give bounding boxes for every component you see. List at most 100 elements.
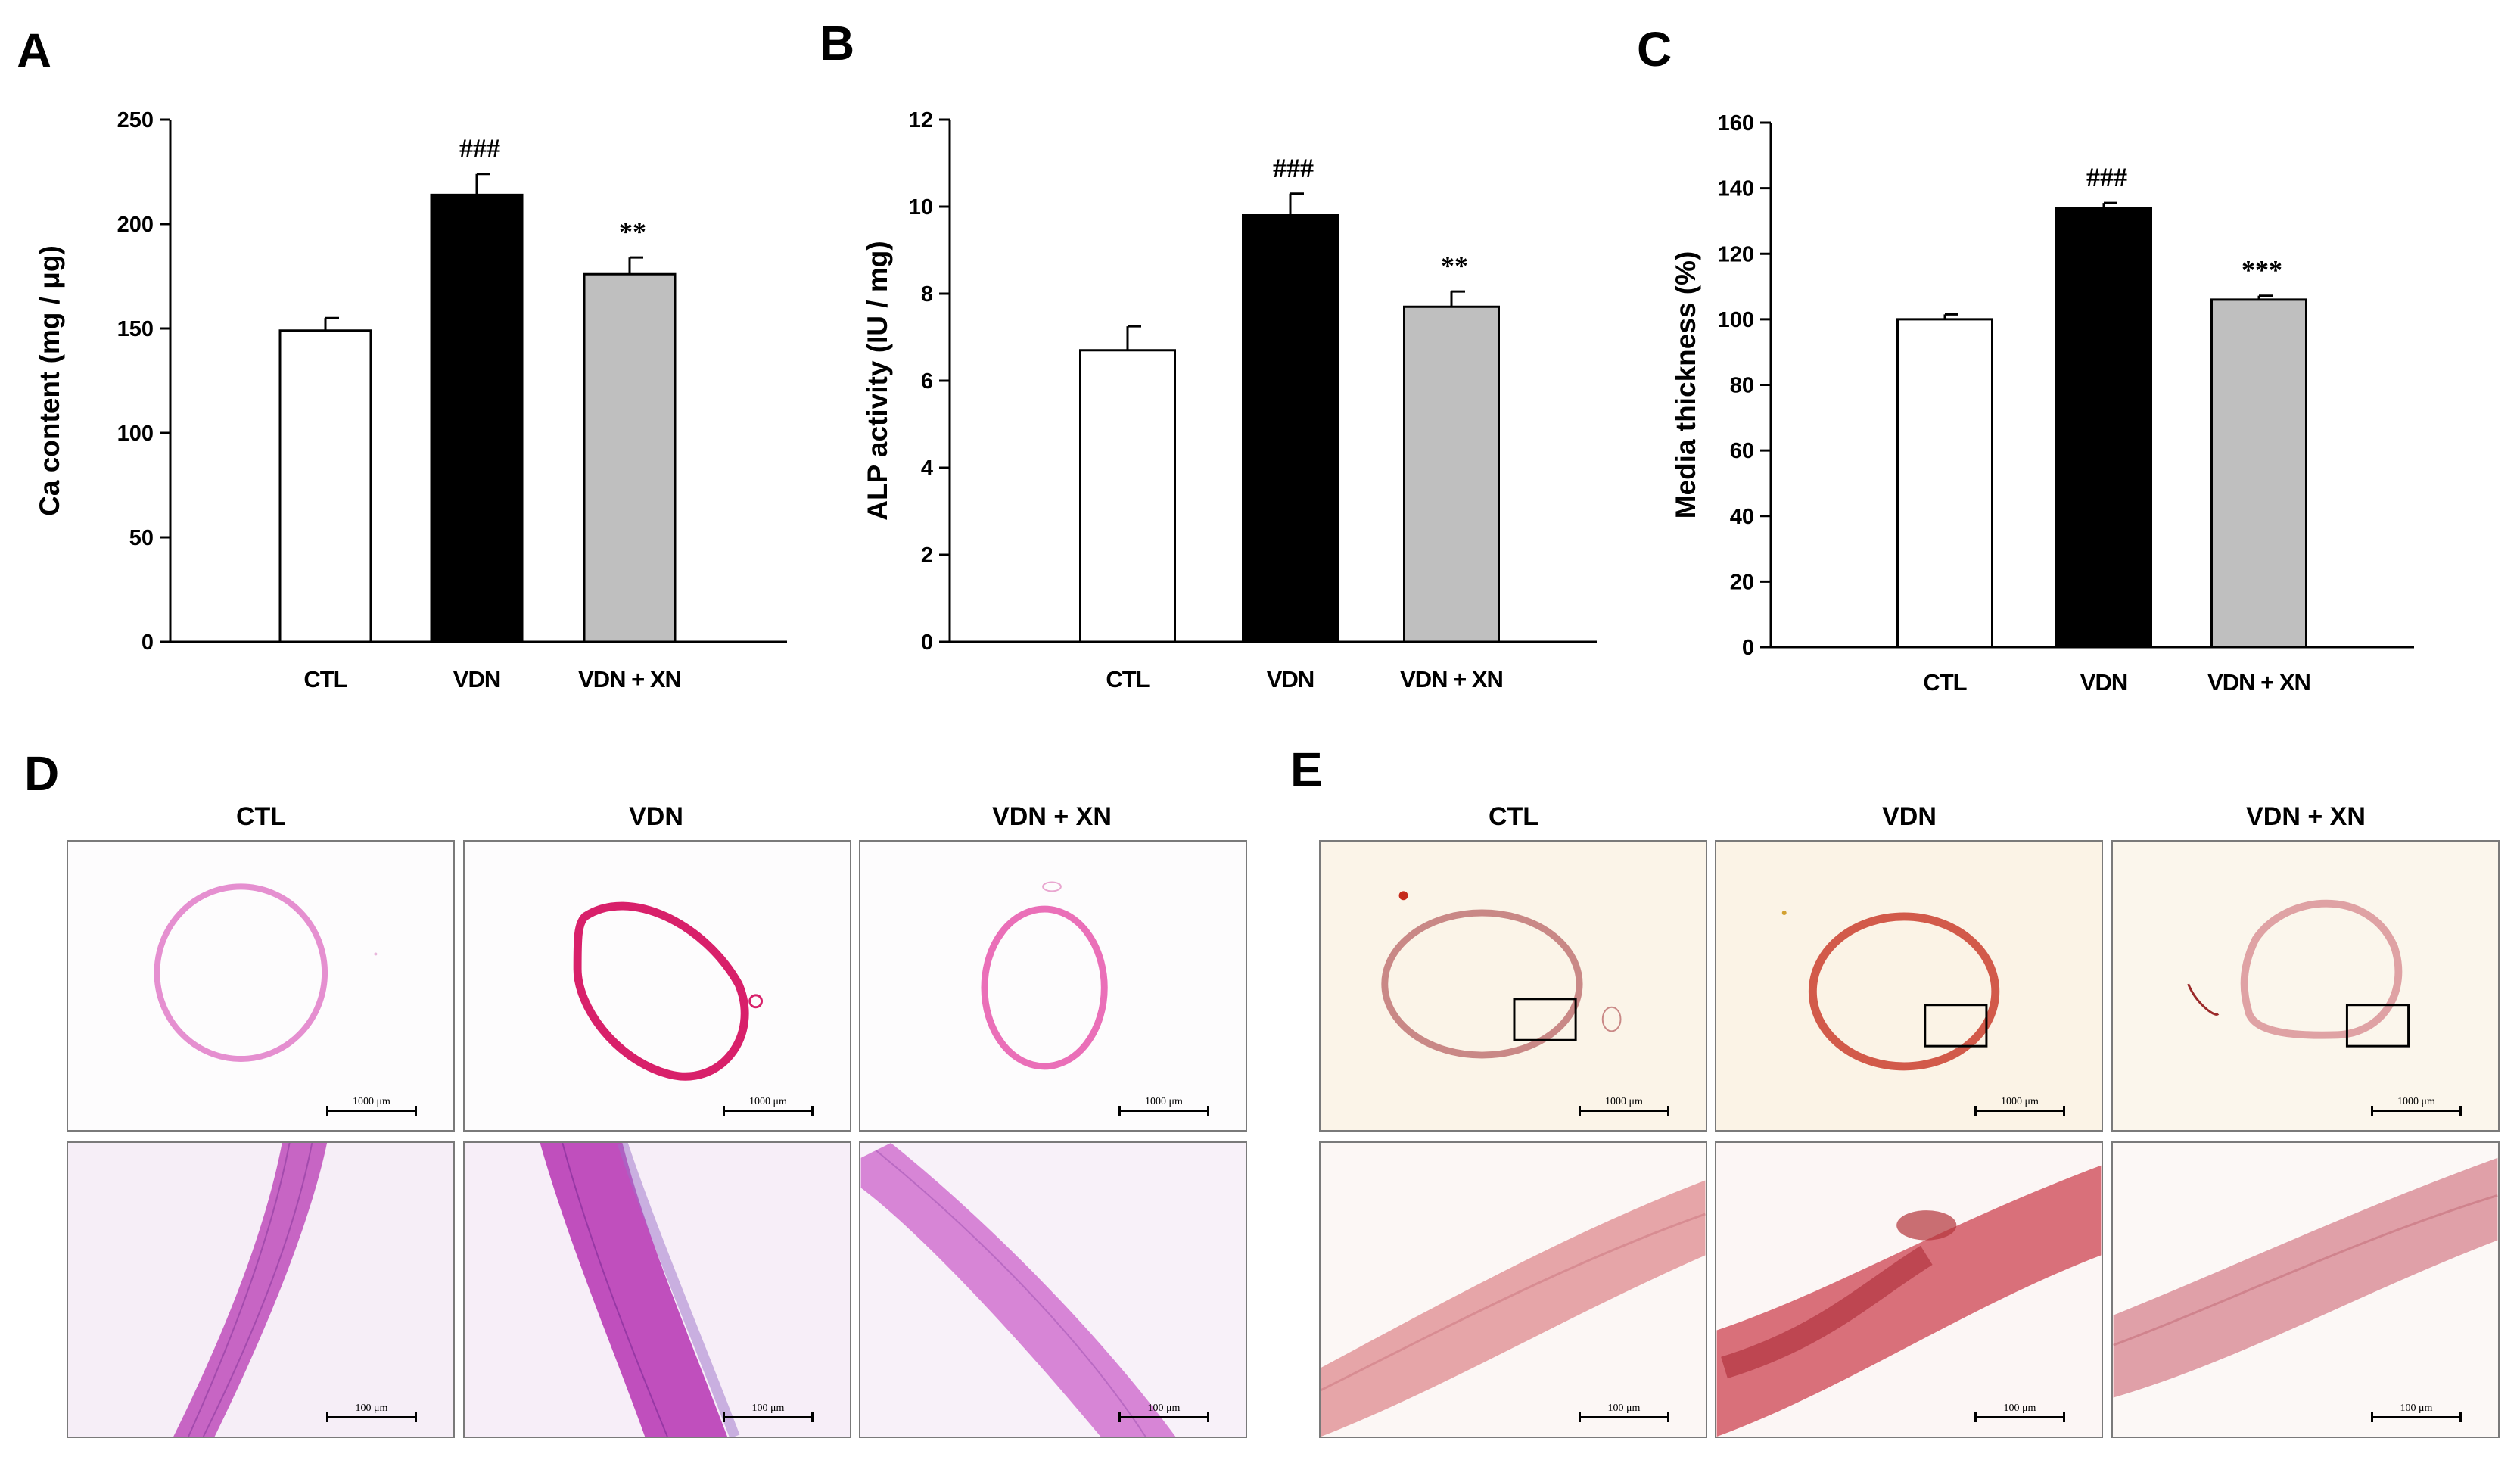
scale-bar: 100 μm [1974,1403,2065,1422]
chart-b-ytick-label-6: 12 [909,108,933,132]
scale-bar: 1000 μm [723,1096,814,1116]
chart-c-ytick-label-5: 100 [1718,308,1754,332]
chart-a-ytick-label-1: 50 [129,526,154,550]
zoom-box [2345,1004,2410,1048]
vessel-wall [173,1143,328,1437]
scale-bar: 100 μm [326,1403,417,1422]
e-vdnxn-high-micrograph: 100 μm [2111,1141,2500,1438]
chart-a-category-0: CTL [303,666,347,693]
chart-c-bar-1 [2055,207,2152,649]
vessel-wall [2113,1157,2498,1398]
chart-b-bar-2 [1403,305,1500,643]
chart-a-ylabel: Ca content (mg / μg) [34,245,65,516]
scale-bar: 1000 μm [2371,1096,2462,1116]
scale-bar: 1000 μm [1579,1096,1669,1116]
chart-c-significance-1: ### [2086,162,2127,192]
chart-b-ytick-label-1: 2 [921,543,933,568]
chart-a-ytick-label-0: 0 [142,630,154,655]
e-col-vdn-xn: VDN + XN [2246,802,2366,831]
vessel-wall [1321,1180,1706,1437]
chart-c-ytick-label-3: 60 [1730,439,1754,463]
chart-c-category-2: VDN + XN [2207,669,2310,696]
panel-label-d: D [24,746,60,801]
chart-b-category-0: CTL [1106,666,1149,693]
chart-c-ytick-label-4: 80 [1730,374,1754,398]
chart-c-ytick-label-7: 140 [1718,177,1754,201]
e-vdn-high-micrograph: 100 μm [1715,1141,2103,1438]
vessel-ring [154,883,378,1062]
vessel-wall [540,1143,740,1437]
chart-a-ytick-label-4: 200 [117,213,154,237]
chart-a-category-2: VDN + XN [578,666,681,693]
chart-b-category-1: VDN [1267,666,1314,693]
panel-label-e: E [1290,743,1323,797]
chart-b-ytick-label-5: 10 [909,195,933,219]
e-vdn-low-micrograph: 1000 μm [1715,840,2103,1132]
panel-label-a: A [17,23,52,78]
chart-a-significance-2: ** [619,216,646,247]
vessel-ring [1781,911,2000,1071]
vessel-ring [2187,899,2410,1048]
chart-c-ytick-label-6: 120 [1718,242,1754,266]
chart-a-bar-0 [278,329,372,643]
scale-bar: 1000 μm [1974,1096,2065,1116]
chart-a-ytick-label-2: 100 [117,422,154,446]
chart-b-bar-0 [1079,349,1176,643]
scale-bar: 100 μm [1579,1403,1669,1422]
chart-b-ytick-label-3: 6 [921,369,933,394]
chart-b-ytick-label-2: 4 [921,456,933,481]
d-vdn-high-micrograph: 100 μm [463,1141,851,1438]
chart-c-bar-2 [2210,298,2307,649]
vessel-ring [981,881,1108,1070]
d-col-ctl: CTL [235,802,287,831]
chart-b-ylabel: ALP activity (IU / mg) [862,241,893,520]
e-vdnxn-low-micrograph: 1000 μm [2111,840,2500,1132]
chart-b-category-2: VDN + XN [1400,666,1503,693]
e-col-ctl: CTL [1488,802,1539,831]
chart-a-significance-1: ### [459,133,500,163]
d-ctl-low-micrograph: 1000 μm [67,840,455,1132]
d-vdnxn-high-micrograph: 100 μm [859,1141,1247,1438]
panel-label-c: C [1637,22,1672,76]
e-col-vdn: VDN [1882,802,1937,831]
chart-c-ytick-label-8: 160 [1718,111,1754,135]
chart-b-significance-1: ### [1273,153,1314,183]
chart-c-category-1: VDN [2080,669,2127,696]
chart-c-bar-0 [1896,318,1993,649]
chart-a-ytick-label-5: 250 [117,108,154,132]
chart-a-category-1: VDN [453,666,500,693]
scale-bar: 100 μm [2371,1403,2462,1422]
chart-c-category-0: CTL [1923,669,1966,696]
scale-bar: 1000 μm [326,1096,417,1116]
chart-b-ytick-label-4: 8 [921,282,933,307]
vessel-wall [860,1143,1176,1437]
chart-c-ytick-label-1: 20 [1730,570,1754,594]
zoom-box [1924,1004,1988,1048]
scale-bar: 100 μm [723,1403,814,1422]
chart-b-ytick-label-0: 0 [921,630,933,655]
chart-a-ytick-label-3: 150 [117,317,154,341]
chart-b-bar-1 [1242,214,1339,643]
vessel-ring [573,901,764,1081]
d-vdnxn-low-micrograph: 1000 μm [859,840,1247,1132]
e-ctl-low-micrograph: 1000 μm [1319,840,1707,1132]
scale-bar: 100 μm [1118,1403,1209,1422]
chart-c-ytick-label-0: 0 [1742,636,1754,660]
vessel-ring [1381,891,1622,1059]
vessel-wall [1716,1165,2102,1437]
d-col-vdn-xn: VDN + XN [992,802,1112,831]
d-ctl-high-micrograph: 100 μm [67,1141,455,1438]
e-ctl-high-micrograph: 100 μm [1319,1141,1707,1438]
d-col-vdn: VDN [629,802,683,831]
chart-b-significance-2: ** [1441,251,1468,281]
scale-bar: 1000 μm [1118,1096,1209,1116]
chart-c-ytick-label-2: 40 [1730,505,1754,529]
zoom-box [1513,998,1577,1041]
chart-c-ylabel: Media thickness (%) [1670,251,1701,519]
chart-a-bar-2 [583,272,677,643]
d-vdn-low-micrograph: 1000 μm [463,840,851,1132]
chart-c-significance-2: *** [2242,255,2282,285]
panel-label-b: B [820,16,855,70]
chart-a-bar-1 [430,193,524,643]
